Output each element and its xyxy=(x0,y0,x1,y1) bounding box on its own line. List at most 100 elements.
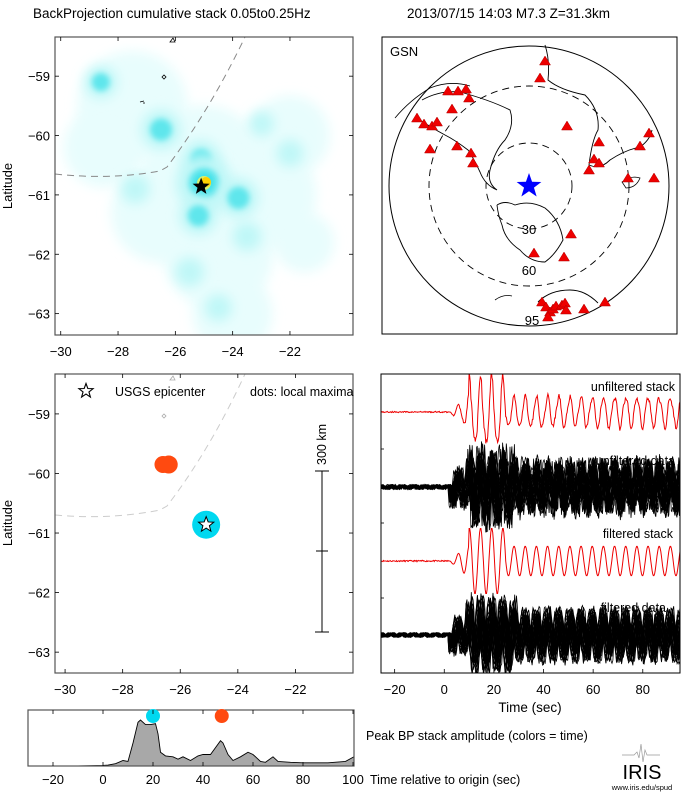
y-tick-label: −60 xyxy=(28,129,50,144)
station-triangle-icon xyxy=(442,85,454,96)
station-triangle-icon xyxy=(560,304,572,315)
ring-outer xyxy=(388,45,670,327)
station-triangle-icon xyxy=(561,120,573,131)
y-tick-label: −61 xyxy=(28,188,50,203)
scale-bar-label: 300 km xyxy=(315,424,329,465)
station-triangle-icon xyxy=(528,247,540,258)
maxima-map-panel: −30 −28 −26 −24 −22−59−60−61−62−63 Latitude … xyxy=(0,373,354,697)
heat-background-blob xyxy=(274,212,335,273)
station-triangle-icon xyxy=(431,116,443,127)
y-tick-label: −63 xyxy=(28,645,50,660)
filtered-data-trace xyxy=(381,613,680,655)
station-triangle-icon xyxy=(446,103,458,114)
x-tick-label: 40 xyxy=(536,682,550,697)
x-tick-label: 60 xyxy=(246,772,260,787)
x-tick-label: −26 xyxy=(164,344,186,359)
x-tick-label: −26 xyxy=(169,682,191,697)
filtered-data-trace xyxy=(381,609,680,659)
y-tick-label: −59 xyxy=(28,407,50,422)
iris-logo: IRIS www.iris.edu/spud xyxy=(611,743,672,792)
label-filtered-data: filtered data xyxy=(601,601,666,615)
waveform-frame xyxy=(380,373,681,674)
station-triangle-icon xyxy=(648,172,660,183)
x-tick-label: 20 xyxy=(146,772,160,787)
y-tick-label: −61 xyxy=(28,526,50,541)
station-map-title: GSN xyxy=(390,44,418,59)
bp-map-ylabel: Latitude xyxy=(0,163,15,209)
unfiltered-stack-trace xyxy=(381,374,680,445)
station-triangle-icon xyxy=(634,140,646,151)
station-triangle-icon xyxy=(599,296,611,307)
label-unfiltered-stack: unfiltered stack xyxy=(591,380,676,394)
distance-contour xyxy=(55,374,246,518)
station-triangle-icon xyxy=(588,153,600,164)
time-marker-dot xyxy=(214,709,229,723)
station-triangle-icon xyxy=(558,251,570,262)
legend-local-maxima: dots: local maxima xyxy=(250,385,354,399)
station-triangle-icon xyxy=(583,164,595,175)
y-tick-label: −59 xyxy=(28,69,50,84)
y-tick-label: −62 xyxy=(28,247,50,262)
epicenter-star-icon xyxy=(197,515,216,533)
peak-amplitude-panel: −20 0 20 40 60 80 100 Peak BP stack amplitude … xyxy=(27,709,588,787)
x-tick-label: 80 xyxy=(296,772,310,787)
label-unfiltered-data: unfiltered data xyxy=(596,454,675,468)
x-tick-label: 0 xyxy=(99,772,106,787)
x-tick-label: −22 xyxy=(284,682,306,697)
coastline-australia xyxy=(537,289,599,304)
x-tick-label: −30 xyxy=(54,682,76,697)
y-tick-label: −60 xyxy=(28,466,50,481)
bp-map-frame xyxy=(54,36,354,336)
island-outline xyxy=(161,74,167,80)
legend-usgs-epicenter: USGS epicenter xyxy=(115,385,205,399)
station-triangle-icon xyxy=(460,83,472,94)
heat-background-blob xyxy=(63,107,144,188)
ring-label-95: 95 xyxy=(525,313,539,328)
x-tick-label: 20 xyxy=(487,682,501,697)
station-triangle-icon xyxy=(411,112,423,123)
seismogram-logo-icon xyxy=(622,743,660,763)
distance-contour xyxy=(55,37,246,177)
station-triangle-icon xyxy=(465,147,477,158)
island-outline xyxy=(139,100,145,104)
time-marker-dot xyxy=(146,709,160,723)
heat-blob xyxy=(120,174,150,204)
unfiltered-data-trace xyxy=(381,463,680,510)
station-triangle-icon xyxy=(565,228,577,239)
heat-blob xyxy=(175,257,205,287)
epicenter-star-icon xyxy=(516,173,542,197)
heat-blob-core xyxy=(187,205,209,227)
ring-60 xyxy=(428,85,630,287)
coastline-south-america xyxy=(419,91,513,191)
station-triangle-icon xyxy=(451,140,463,151)
heat-blob-core xyxy=(91,73,110,92)
station-triangle-icon xyxy=(643,127,655,138)
x-tick-label: 100 xyxy=(342,772,364,787)
station-triangle-icon xyxy=(593,136,605,147)
x-tick-label: 0 xyxy=(441,682,448,697)
bp-map-panel: −30 −28 −26 −24 −22 −59 −60 −61 −62 −63 Latitude xyxy=(0,36,354,359)
station-triangle-icon xyxy=(424,143,436,154)
station-triangle-icon xyxy=(534,72,546,83)
event-info: 2013/07/15 14:03 M7.3 Z=31.3km xyxy=(407,6,611,21)
heat-blob xyxy=(232,221,262,251)
waveform-xlabel: Time (sec) xyxy=(498,700,561,715)
coastline-central-america xyxy=(394,83,471,119)
legend-star-icon xyxy=(77,381,95,399)
peak-amplitude-title: Peak BP stack amplitude (colors = time) xyxy=(366,729,588,743)
iris-logo-text: IRIS xyxy=(623,762,662,784)
heat-background-blob xyxy=(192,273,273,335)
local-maximum-dot xyxy=(159,455,178,474)
x-tick-label: −30 xyxy=(50,344,72,359)
peak-amplitude-area xyxy=(28,719,354,766)
station-triangle-icon xyxy=(539,55,551,66)
station-map-panel: GSN 30 60 95 xyxy=(381,36,678,335)
x-tick-label: −28 xyxy=(112,682,134,697)
ring-30 xyxy=(485,142,573,230)
maxima-map-ylabel: Latitude xyxy=(0,500,15,546)
ring-label-30: 30 xyxy=(522,222,536,237)
coastline-antarctica xyxy=(496,202,564,263)
station-triangle-icon xyxy=(578,303,590,314)
x-tick-label: −22 xyxy=(279,344,301,359)
